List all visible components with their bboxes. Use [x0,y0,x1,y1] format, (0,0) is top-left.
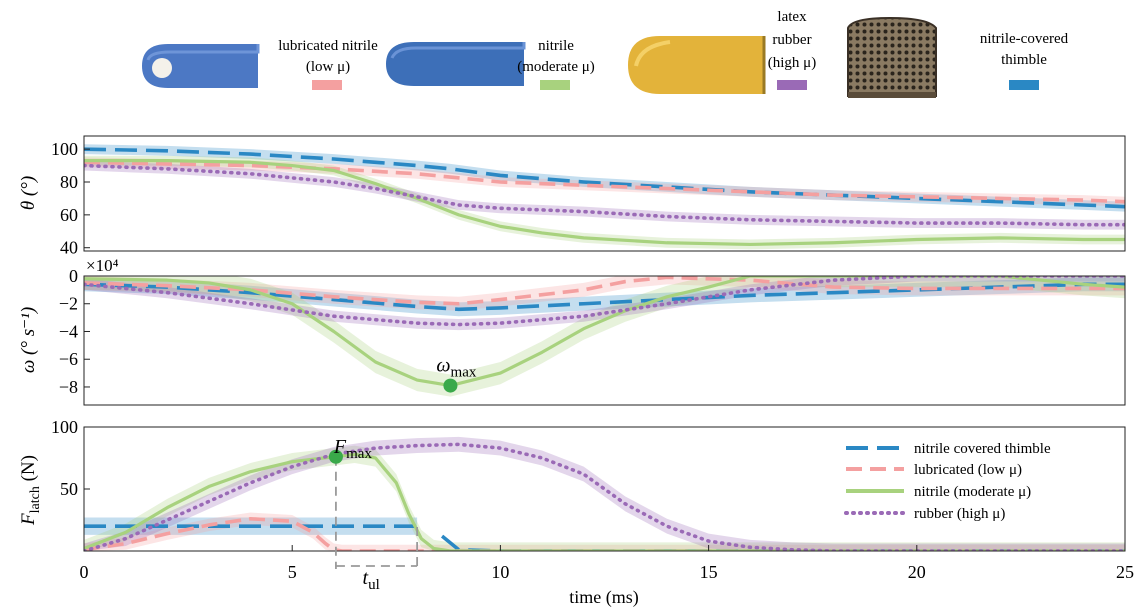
theta-y-ticks: 40 60 80 100 [51,139,90,258]
header-label-rubber-line1: latex [777,9,807,25]
legend-nitrile-label: nitrile (moderate μ) [914,484,1031,500]
theta-y-axis-label: θ (°) [18,176,39,210]
nitrile-series-line [84,452,1125,551]
omega-max-marker [443,378,458,393]
svg-text:tul: tul [363,567,380,593]
rubber-series-line [84,163,1125,227]
omega-max-annotation: ωmax [436,355,477,393]
f-max-sub: max [346,446,372,462]
thimble-icon [847,16,937,98]
x-tick-label: 10 [491,562,509,582]
rubber-series-line [84,276,1125,327]
nitrile-series-line [84,159,1125,247]
omega-max-sub: max [451,365,477,381]
lubricated-nitrile-fingercot-icon [142,44,260,88]
thimble-series-line [84,147,1125,209]
y-tick-label: 40 [60,238,78,258]
rubber-band [84,436,1125,551]
omega-y-ticks: 0 −2 −4 −6 −8 [59,266,90,397]
lubricated-band [84,512,1125,551]
header-label-nitrile-line1: nitrile [538,38,574,54]
x-tick-label: 0 [80,562,89,582]
rubber-swatch [777,80,807,90]
y-tick-label: 60 [60,205,78,225]
force-legend: nitrile covered thimble lubricated (low … [844,441,1051,522]
nitrile-swatch [540,80,570,90]
t-ul-sub: ul [368,577,380,593]
svg-text:ωmax: ωmax [436,355,476,381]
header-label-rubber-line2: rubber [772,32,811,48]
force-y-label-sub: latch [28,486,43,513]
thimble-swatch [1009,80,1039,90]
omega-axes-frame [83,275,1126,406]
force-x-ticks: 0 5 10 15 20 25 [80,545,1134,582]
lubricated-series-line [84,160,1125,204]
x-tick-label: 25 [1116,562,1134,582]
rubber-band [84,276,1125,331]
header-label-thimble-line2: thimble [1001,52,1047,68]
y-tick-label: −8 [59,377,78,397]
y-tick-label: −6 [59,349,78,369]
t-ul-label: t [363,567,369,589]
legend-rubber-label: rubber (high μ) [914,506,1005,522]
lubricated-series-line [84,276,1125,306]
svg-text:Fmax: Fmax [333,436,373,462]
omega-max-label: ω [436,355,450,377]
header-label-lubricated-line1: lubricated nitrile [278,38,378,54]
theta-plot-area [84,144,1125,250]
force-x-axis-label: time (ms) [569,587,639,607]
y-tick-label: 100 [51,417,78,437]
f-max-label: F [333,436,347,458]
legend-thimble-label: nitrile covered thimble [914,441,1051,457]
omega-plot-area [84,276,1125,397]
y-tick-label: 80 [60,172,78,192]
theta-axes-frame [83,135,1126,252]
x-tick-label: 5 [288,562,297,582]
y-tick-label: −2 [59,294,78,314]
f-max-annotation: Fmax tul [328,436,419,593]
force-y-label-main: F [18,513,39,526]
force-y-ticks: 50 100 [51,417,90,499]
nitrile-fingercot-icon [386,42,526,86]
panel-theta: 40 60 80 100 θ (°) [18,135,1126,258]
y-tick-label: −4 [59,321,78,341]
y-tick-label: 50 [60,479,78,499]
x-tick-label: 20 [908,562,926,582]
nitrile-series-line [84,276,1125,388]
y-tick-label: 100 [51,139,78,159]
f-max-marker [328,449,343,464]
y-tick-label: 0 [69,266,78,286]
header-label-lubricated-line2: (low μ) [306,59,350,75]
header-label-thimble-line1: nitrile-covered [980,31,1069,47]
header-label-nitrile-line2: (moderate μ) [517,59,595,75]
panel-force: 50 100 0 5 10 15 20 25 time (ms) Flatch (N) Fm… [18,417,1134,607]
force-y-axis-label: Flatch (N) [18,455,43,526]
latex-fingercot-icon [628,36,766,94]
panel-omega: 0 −2 −4 −6 −8 ×10⁴ ω (° s⁻¹) ωmax [18,256,1126,406]
force-y-label-unit: (N) [18,455,39,486]
x-tick-label: 15 [700,562,718,582]
omega-y-axis-label: ω (° s⁻¹) [18,307,39,373]
omega-scale-label: ×10⁴ [86,256,119,275]
header-label-rubber-line3: (high μ) [768,55,816,71]
header-legend: lubricated nitrile (low μ) nitrile (mode… [142,9,1069,98]
lubricated-swatch [312,80,342,90]
legend-lubricated-label: lubricated (low μ) [914,462,1022,478]
